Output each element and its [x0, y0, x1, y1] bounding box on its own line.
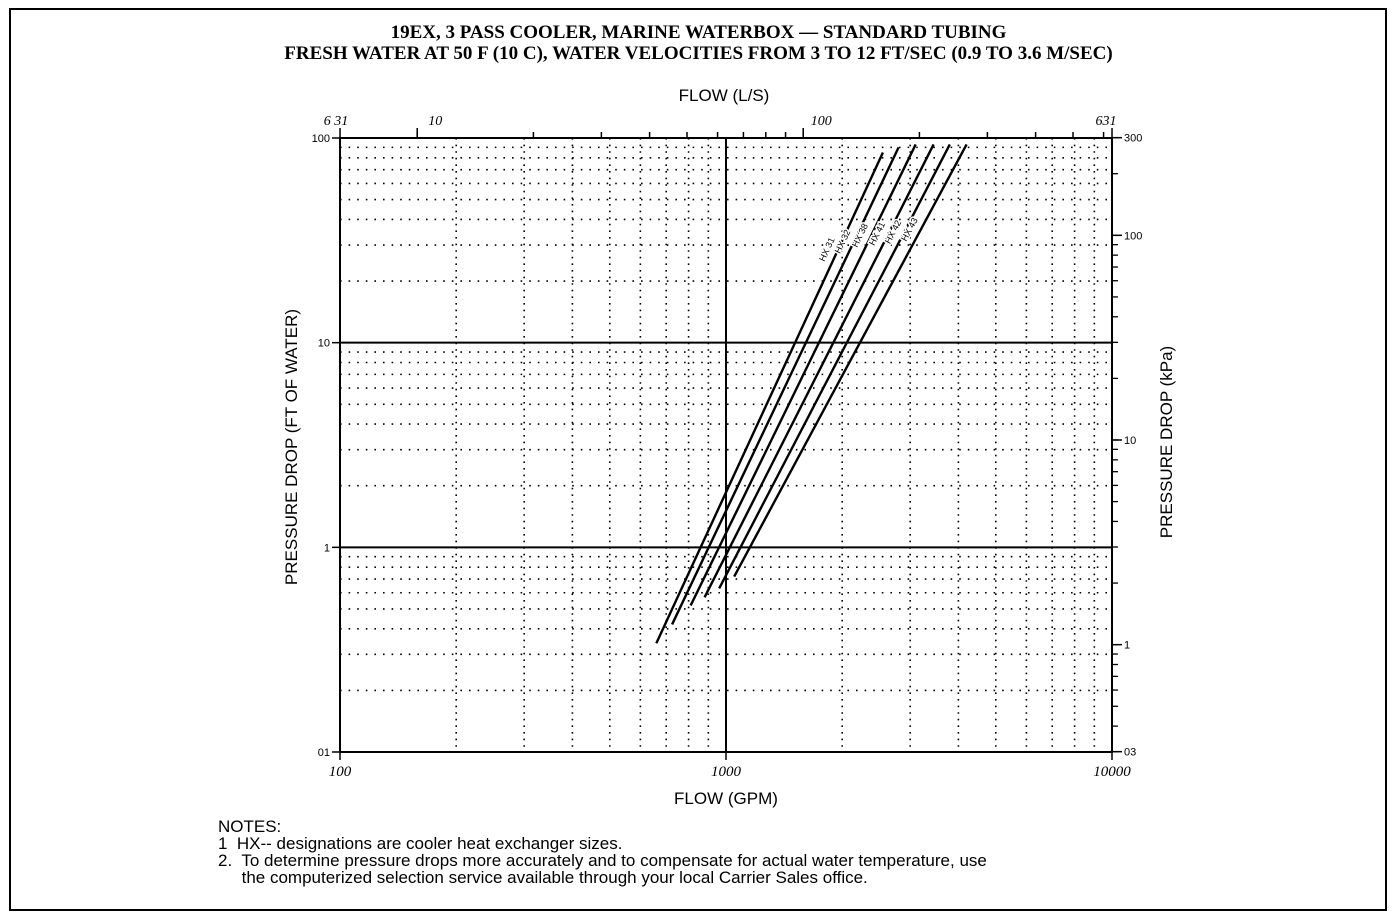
- figure-frame: [9, 8, 1387, 911]
- x2-tick-label: 100: [811, 114, 832, 129]
- series-line: [703, 143, 935, 598]
- y2-tick-label: 1: [1124, 640, 1130, 652]
- x2-tick-label: 6 31: [324, 114, 349, 129]
- note-1: 1 HX-- designations are cooler heat exch…: [218, 834, 623, 853]
- grid-lines: [340, 138, 1112, 752]
- series-line: [733, 143, 968, 578]
- y2-tick-label: 03: [1124, 747, 1136, 759]
- chart-title: 19EX, 3 PASS COOLER, MARINE WATERBOX — S…: [390, 22, 1007, 43]
- y2-axis-label: PRESSURE DROP (kPa): [1157, 346, 1176, 538]
- series-line: [655, 151, 885, 644]
- y-tick-label: 100: [312, 133, 330, 145]
- x2-tick-label: 10: [428, 114, 442, 129]
- x2-tick-label: 631: [1096, 114, 1117, 129]
- x-tick-label: 10000: [1093, 764, 1131, 780]
- y-tick-label: 10: [318, 338, 330, 350]
- x-tick-label: 1000: [711, 764, 742, 780]
- chart-subtitle: FRESH WATER AT 50 F (10 C), WATER VELOCI…: [284, 43, 1113, 64]
- y2-tick-label: 100: [1124, 230, 1142, 242]
- y2-tick-label: 10: [1124, 435, 1136, 447]
- note-2: 2. To determine pressure drops more accu…: [218, 851, 987, 870]
- series-line: [671, 146, 900, 625]
- notes-block: NOTES: 1 HX-- designations are cooler he…: [218, 818, 987, 886]
- x-tick-label: 100: [329, 764, 352, 780]
- y-axis-label: PRESSURE DROP (FT OF WATER): [282, 309, 301, 585]
- x-axis-label: FLOW (GPM): [674, 789, 778, 808]
- series-line: [718, 143, 951, 589]
- y-tick-label: 01: [318, 747, 330, 759]
- y-tick-label: 1: [324, 542, 330, 554]
- note-2-cont: the computerized selection service avail…: [218, 868, 868, 887]
- y2-tick-label: 300: [1124, 133, 1142, 145]
- x2-axis-label: FLOW (L/S): [679, 86, 770, 105]
- notes-heading: NOTES:: [218, 817, 282, 836]
- series-line: [689, 143, 917, 606]
- axes: 100 1000 10000 6 31 10 100 631 01 1 10 100 03 1 10 100…: [312, 114, 1143, 780]
